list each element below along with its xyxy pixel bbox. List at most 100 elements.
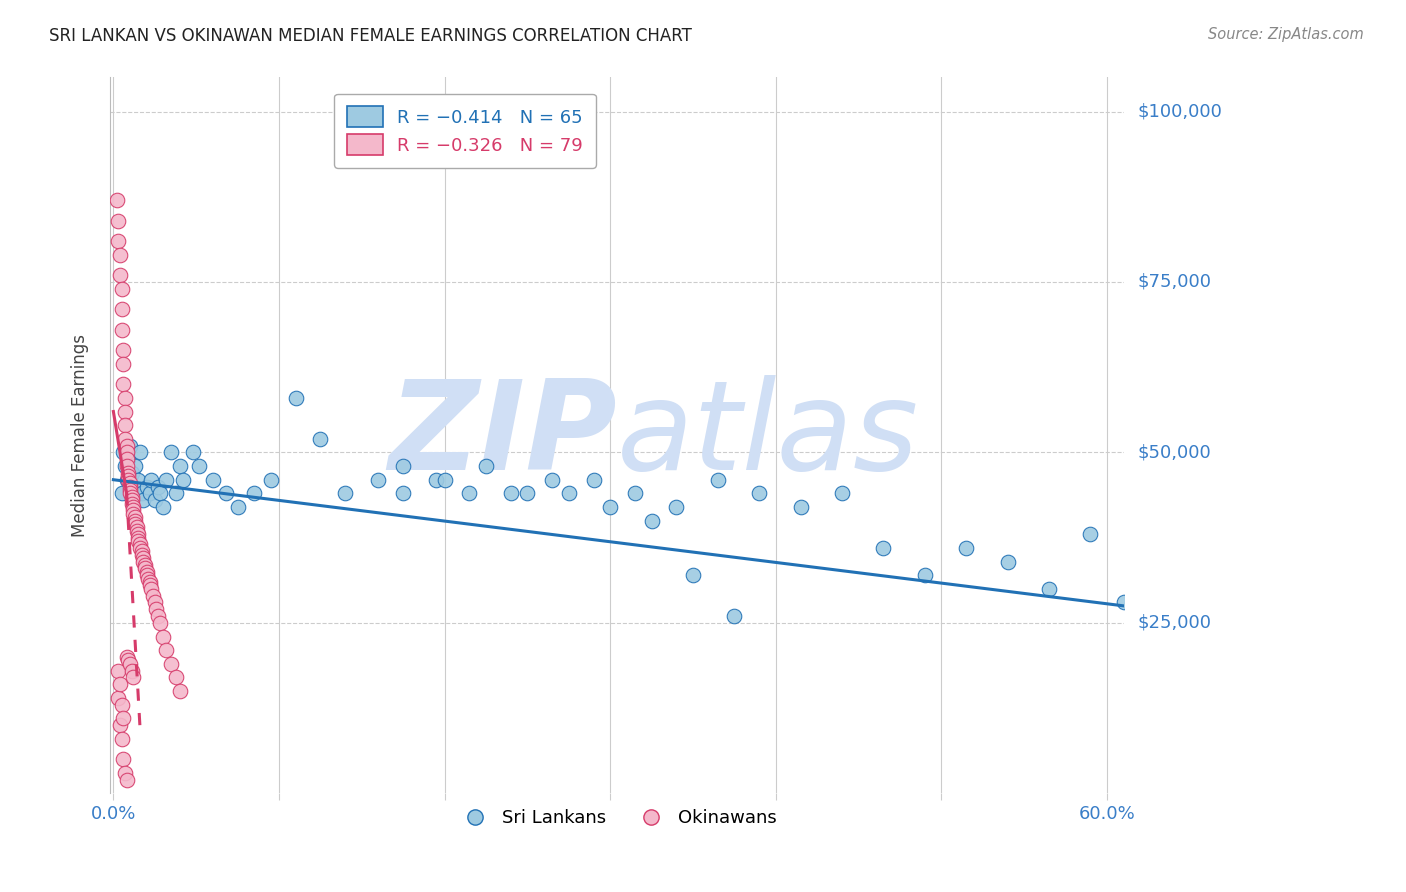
Point [169, 684, 191, 698]
Point [152, 630, 174, 644]
Point [955, 541, 977, 555]
Point [111, 731, 134, 746]
Point [152, 500, 174, 514]
Point [665, 500, 688, 514]
Point [789, 500, 811, 514]
Point [872, 541, 894, 555]
Point [108, 677, 131, 691]
Point [748, 486, 770, 500]
Point [117, 473, 139, 487]
Point [169, 459, 191, 474]
Point [124, 459, 146, 474]
Point [155, 643, 177, 657]
Point [115, 772, 138, 787]
Point [122, 670, 145, 684]
Point [155, 473, 177, 487]
Point [141, 582, 163, 596]
Point [335, 486, 357, 500]
Point [1080, 527, 1102, 541]
Point [284, 391, 307, 405]
Point [131, 486, 153, 500]
Point [145, 602, 167, 616]
Point [146, 479, 169, 493]
Point [599, 500, 621, 514]
Point [117, 469, 139, 483]
Point [723, 609, 745, 624]
Point [121, 664, 143, 678]
Point [107, 213, 129, 227]
Point [142, 589, 165, 603]
Point [108, 268, 131, 282]
Point [107, 664, 129, 678]
Point [122, 500, 145, 514]
Point [114, 765, 136, 780]
Point [831, 486, 853, 500]
Point [121, 490, 143, 504]
Point [188, 459, 211, 474]
Point [682, 568, 704, 582]
Point [112, 357, 135, 371]
Point [128, 541, 150, 555]
Point [149, 615, 172, 630]
Point [115, 445, 138, 459]
Point [118, 483, 141, 497]
Point [122, 503, 145, 517]
Point [117, 452, 139, 467]
Point [997, 555, 1019, 569]
Point [127, 531, 149, 545]
Point [121, 493, 143, 508]
Point [112, 711, 135, 725]
Point [243, 486, 266, 500]
Point [475, 459, 498, 474]
Point [112, 343, 135, 358]
Point [117, 653, 139, 667]
Point [139, 578, 162, 592]
Point [134, 561, 156, 575]
Point [131, 548, 153, 562]
Point [160, 657, 183, 671]
Point [516, 486, 538, 500]
Point [128, 445, 150, 459]
Point [458, 486, 481, 500]
Point [115, 452, 138, 467]
Point [582, 473, 605, 487]
Point [118, 486, 141, 500]
Point [146, 609, 169, 624]
Text: $100,000: $100,000 [1137, 103, 1222, 120]
Point [115, 473, 138, 487]
Point [125, 520, 148, 534]
Text: atlas: atlas [617, 375, 920, 496]
Point [132, 551, 155, 566]
Point [134, 558, 156, 572]
Point [139, 486, 162, 500]
Text: ZIP: ZIP [388, 375, 617, 496]
Point [107, 690, 129, 705]
Point [624, 486, 647, 500]
Point [128, 537, 150, 551]
Point [124, 516, 146, 531]
Point [707, 473, 730, 487]
Point [309, 432, 332, 446]
Point [121, 466, 143, 480]
Point [1038, 582, 1060, 596]
Point [112, 752, 135, 766]
Point [114, 418, 136, 433]
Point [1112, 595, 1135, 609]
Point [131, 544, 153, 558]
Point [181, 445, 204, 459]
Point [143, 493, 166, 508]
Point [640, 514, 662, 528]
Point [165, 486, 187, 500]
Point [108, 718, 131, 732]
Point [165, 670, 187, 684]
Point [114, 459, 136, 474]
Point [392, 486, 415, 500]
Point [107, 234, 129, 248]
Point [367, 473, 389, 487]
Point [115, 459, 138, 474]
Point [135, 568, 157, 582]
Point [433, 473, 456, 487]
Point [141, 473, 163, 487]
Point [260, 473, 283, 487]
Point [114, 404, 136, 418]
